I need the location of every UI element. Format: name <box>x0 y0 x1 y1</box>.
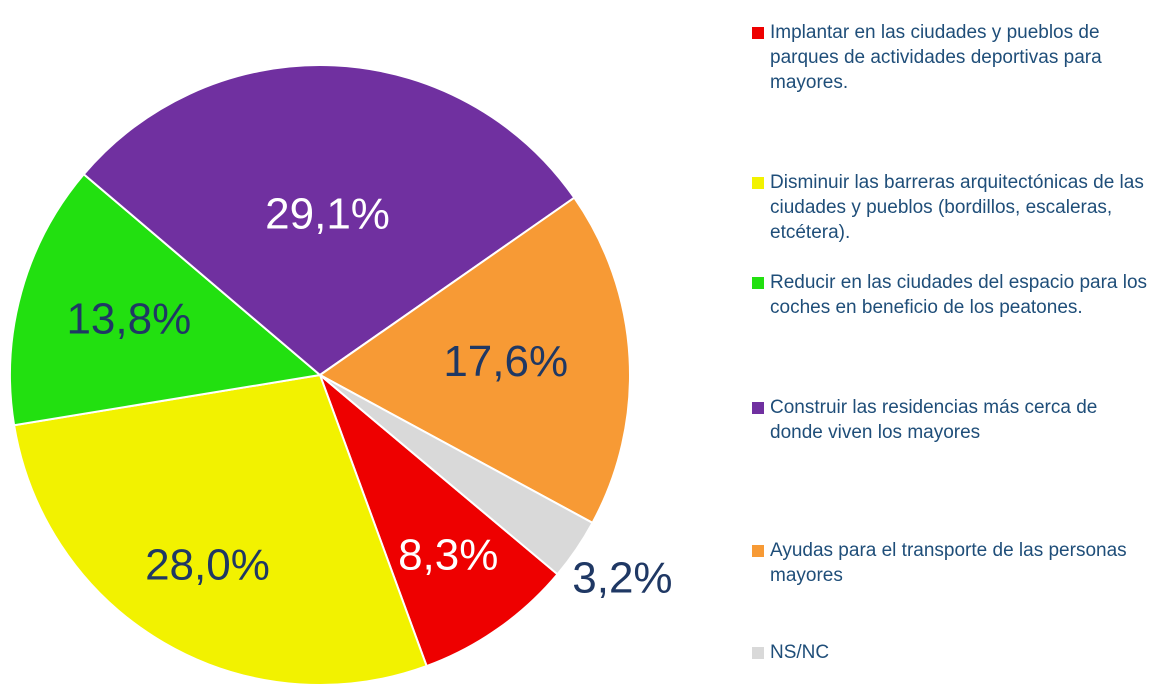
legend-item: NS/NC <box>752 640 1152 665</box>
legend-label: Ayudas para el transporte de las persona… <box>770 540 1127 586</box>
legend-swatch <box>752 545 764 557</box>
legend-item: Ayudas para el transporte de las persona… <box>752 538 1152 588</box>
legend-label: Implantar en las ciudades y pueblos de p… <box>770 22 1102 93</box>
legend-swatch <box>752 647 764 659</box>
legend-item: Reducir en las ciudades del espacio para… <box>752 270 1152 320</box>
slice <box>317 371 559 668</box>
legend-label: Reducir en las ciudades del espacio para… <box>770 272 1148 318</box>
slice <box>9 172 323 427</box>
legend-swatch <box>752 277 764 289</box>
legend-swatch <box>752 27 764 39</box>
slice <box>319 374 594 576</box>
data-label: 13,8% <box>66 295 191 344</box>
legend-item: Disminuir las barreras arquitectónicas d… <box>752 170 1152 245</box>
slice <box>12 373 428 686</box>
data-label: 28,0% <box>145 540 270 589</box>
legend-label: Construir las residencias más cerca de d… <box>770 397 1098 443</box>
slice <box>82 64 576 377</box>
data-label: 3,2% <box>572 553 672 602</box>
legend-item: Construir las residencias más cerca de d… <box>752 395 1152 445</box>
legend-label: Disminuir las barreras arquitectónicas d… <box>770 172 1144 243</box>
data-label: 8,3% <box>398 530 498 579</box>
slice <box>318 196 631 525</box>
legend-label: NS/NC <box>770 642 830 663</box>
data-label: 29,1% <box>265 190 390 239</box>
legend-item: Implantar en las ciudades y pueblos de p… <box>752 20 1152 95</box>
legend-swatch <box>752 177 764 189</box>
legend-swatch <box>752 402 764 414</box>
pie: 8,3% 28,0% 13,8% 29,1% 17,6% 3,2% <box>9 64 673 686</box>
data-label: 17,6% <box>443 337 568 386</box>
